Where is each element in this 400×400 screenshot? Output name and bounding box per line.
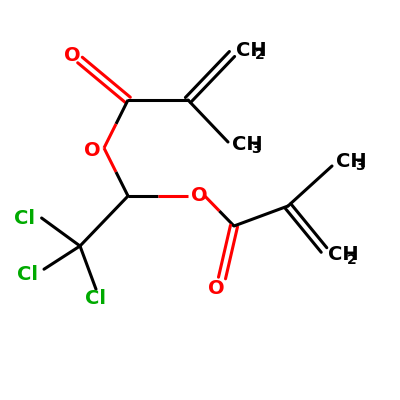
Text: CH: CH (236, 40, 267, 60)
Text: 2: 2 (255, 48, 265, 62)
Text: Cl: Cl (14, 208, 35, 228)
Text: Cl: Cl (17, 264, 38, 284)
Text: O: O (208, 278, 224, 298)
Text: CH: CH (232, 134, 263, 154)
Text: 2: 2 (347, 253, 357, 267)
Text: O: O (191, 186, 208, 205)
Text: 3: 3 (251, 142, 260, 156)
Text: O: O (64, 46, 81, 65)
Text: CH: CH (336, 152, 367, 171)
Text: Cl: Cl (86, 288, 106, 308)
Text: CH: CH (328, 245, 359, 264)
Text: O: O (84, 140, 101, 160)
Text: 3: 3 (355, 159, 364, 174)
